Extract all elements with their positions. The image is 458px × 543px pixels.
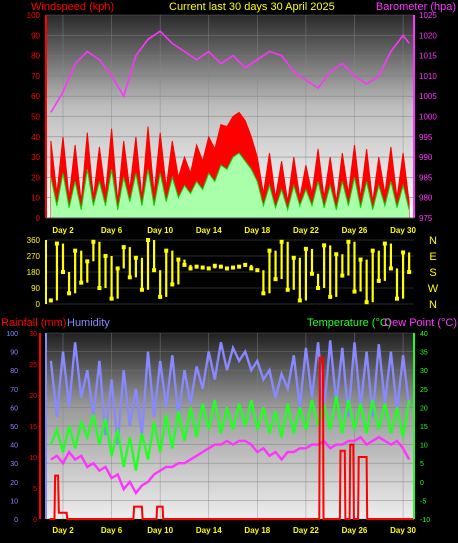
direction-tick-label: 360 bbox=[27, 236, 41, 245]
barometer-tick-label: 985 bbox=[419, 173, 433, 182]
compass-label: S bbox=[429, 267, 436, 279]
rain-tick-label: 20 bbox=[29, 393, 37, 400]
barometer-tick-label: 975 bbox=[419, 214, 433, 223]
direction-grid bbox=[46, 239, 414, 305]
wind-day-label: Day 22 bbox=[293, 226, 319, 235]
direction-point bbox=[48, 298, 53, 303]
climate-day-label: Day 2 bbox=[52, 526, 74, 535]
direction-tick-label: 270 bbox=[27, 252, 41, 261]
climate-day-label: Day 30 bbox=[390, 526, 416, 535]
climate-day-label: Day 26 bbox=[342, 526, 368, 535]
wind-day-label: Day 2 bbox=[52, 226, 74, 235]
humidity-tick-label: 70 bbox=[10, 387, 18, 394]
compass-label: E bbox=[429, 251, 436, 263]
wind-day-label: Day 14 bbox=[196, 226, 222, 235]
humidity-tick-label: 0 bbox=[14, 517, 18, 524]
wind-tick-label: 70 bbox=[31, 72, 40, 81]
direction-tick-label: 0 bbox=[36, 300, 41, 309]
rainfall-axis-title: Rainfall (mm) bbox=[1, 317, 66, 329]
rain-tick-label: 15 bbox=[29, 424, 37, 431]
dewpoint-axis-title: Dew Point (°C) bbox=[384, 317, 457, 329]
climate-day-label: Day 18 bbox=[244, 526, 270, 535]
direction-tick-label: 180 bbox=[27, 268, 41, 277]
axis-labels: 0102030405060708090100975980985990995100… bbox=[6, 11, 438, 535]
barometer-tick-label: 1015 bbox=[419, 52, 437, 61]
climate-day-label: Day 10 bbox=[147, 526, 173, 535]
rain-tick-label: 0 bbox=[33, 517, 37, 524]
average-wind-series bbox=[50, 152, 410, 212]
temperature-tick-label: 10 bbox=[420, 443, 428, 450]
wind-tick-label: 50 bbox=[31, 113, 40, 122]
wind-tick-label: 30 bbox=[31, 153, 40, 162]
climate-day-label: Day 14 bbox=[196, 526, 222, 535]
rain-tick-label: 5 bbox=[33, 486, 37, 493]
climate-day-label: Day 22 bbox=[293, 526, 319, 535]
rainfall-series bbox=[49, 356, 414, 520]
climate-plot bbox=[49, 340, 414, 520]
humidity-tick-label: 60 bbox=[10, 405, 18, 412]
dewpoint-series bbox=[50, 435, 411, 496]
climate-day-label: Day 6 bbox=[101, 526, 123, 535]
barometer-tick-label: 1000 bbox=[419, 113, 437, 122]
wind-tick-label: 0 bbox=[36, 214, 41, 223]
temperature-tick-label: 5 bbox=[420, 461, 424, 468]
humidity-tick-label: 50 bbox=[10, 424, 18, 431]
average-wind-fill bbox=[50, 153, 410, 218]
humidity-tick-label: 80 bbox=[10, 368, 18, 375]
wind-tick-label: 10 bbox=[31, 194, 40, 203]
wind-tick-label: 20 bbox=[31, 173, 40, 182]
wind-plot bbox=[50, 30, 410, 219]
temperature-tick-label: -5 bbox=[420, 498, 426, 505]
wind-tick-label: 40 bbox=[31, 133, 40, 142]
wind-day-label: Day 26 bbox=[342, 226, 368, 235]
humidity-tick-label: 20 bbox=[10, 480, 18, 487]
rain-tick-label: 25 bbox=[29, 362, 37, 369]
humidity-axis-title: Humidity bbox=[67, 317, 110, 329]
wind-day-label: Day 30 bbox=[390, 226, 416, 235]
barometer-tick-label: 1025 bbox=[419, 11, 437, 20]
barometer-tick-label: 990 bbox=[419, 153, 433, 162]
temperature-tick-label: 20 bbox=[420, 405, 428, 412]
barometer-tick-label: 995 bbox=[419, 133, 433, 142]
wind-day-label: Day 6 bbox=[101, 226, 123, 235]
temperature-series bbox=[49, 395, 411, 471]
barometer-axis-title: Barometer (hpa) bbox=[376, 1, 456, 13]
barometer-tick-label: 980 bbox=[419, 194, 433, 203]
wind-tick-label: 60 bbox=[31, 92, 40, 101]
barometer-series bbox=[50, 30, 410, 113]
wind-tick-label: 90 bbox=[31, 31, 40, 40]
compass-label: W bbox=[428, 283, 439, 295]
humidity-tick-label: 90 bbox=[10, 350, 18, 357]
rain-tick-label: 10 bbox=[29, 455, 37, 462]
temperature-axis-title: Temperature (°C) bbox=[307, 317, 391, 329]
wind-tick-label: 80 bbox=[31, 52, 40, 61]
wind-tick-label: 100 bbox=[27, 11, 41, 20]
barometer-tick-label: 1010 bbox=[419, 72, 437, 81]
temperature-tick-label: 35 bbox=[420, 350, 428, 357]
wind-axis-title: Windspeed (kph) bbox=[31, 1, 114, 13]
wind-day-label: Day 10 bbox=[147, 226, 173, 235]
barometer-tick-label: 1020 bbox=[419, 31, 437, 40]
humidity-tick-label: 10 bbox=[10, 498, 18, 505]
humidity-tick-label: 30 bbox=[10, 461, 18, 468]
rain-tick-label: 30 bbox=[29, 331, 37, 338]
temperature-tick-label: 0 bbox=[420, 480, 424, 487]
chart-title: Current last 30 days 30 April 2025 bbox=[169, 1, 335, 13]
temperature-tick-label: -10 bbox=[420, 517, 430, 524]
temperature-tick-label: 25 bbox=[420, 387, 428, 394]
wind-day-label: Day 18 bbox=[244, 226, 270, 235]
temperature-tick-label: 30 bbox=[420, 368, 428, 375]
barometer-tick-label: 1005 bbox=[419, 92, 437, 101]
temperature-tick-label: 15 bbox=[420, 424, 428, 431]
compass-label: N bbox=[429, 235, 437, 247]
direction-tick-label: 90 bbox=[31, 284, 40, 293]
direction-plot bbox=[48, 238, 412, 305]
compass-label: N bbox=[429, 299, 437, 311]
temperature-tick-label: 40 bbox=[420, 331, 428, 338]
humidity-tick-label: 40 bbox=[10, 443, 18, 450]
humidity-tick-label: 100 bbox=[6, 331, 18, 338]
